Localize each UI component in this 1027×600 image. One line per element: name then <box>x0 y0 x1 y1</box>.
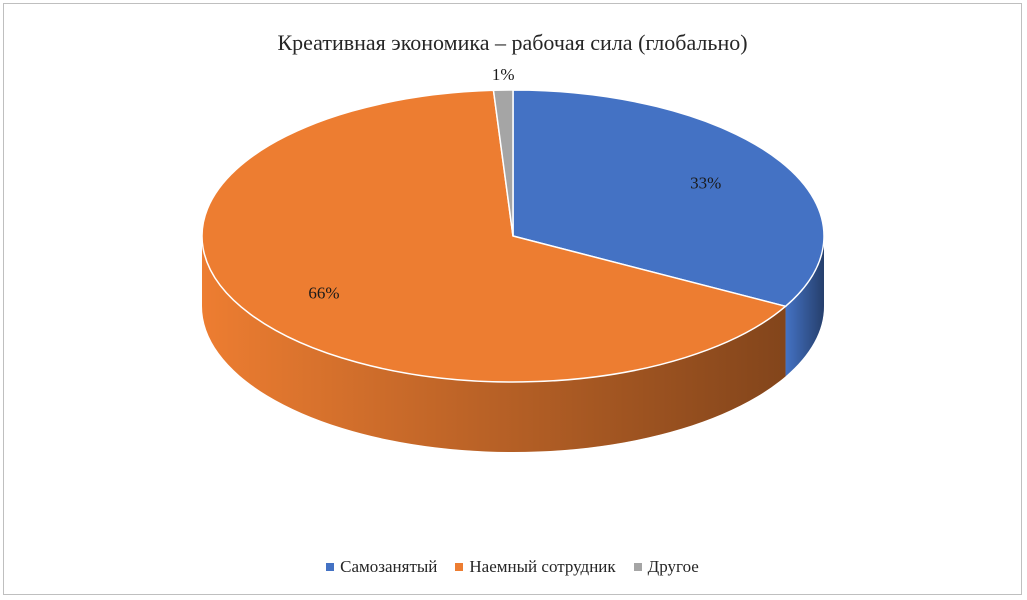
legend-item-наемный-сотрудник: Наемный сотрудник <box>455 557 616 577</box>
pie-tops <box>201 89 825 383</box>
data-label-другое: 1% <box>492 65 515 84</box>
pie-slice-самозанятый <box>512 89 825 308</box>
pie-labels: 33% 66% 1% <box>308 65 721 302</box>
pie-slice-другое <box>492 89 514 237</box>
chart-title: Креативная экономика – рабочая сила (гло… <box>277 30 748 55</box>
pie-chart: 33% 66% 1% <box>201 65 825 452</box>
data-label-наемный-сотрудник: 66% <box>308 283 339 302</box>
legend-item-другое: Другое <box>633 557 699 577</box>
legend: Самозанятый Наемный сотрудник Другое <box>4 557 1021 577</box>
legend-label: Наемный сотрудник <box>469 557 616 576</box>
legend-swatch-icon <box>633 563 642 571</box>
legend-label: Другое <box>647 557 699 576</box>
legend-item-самозанятый: Самозанятый <box>326 557 437 577</box>
data-label-самозанятый: 33% <box>690 173 721 192</box>
legend-swatch-icon <box>326 563 335 571</box>
pie-side-shade <box>785 236 824 377</box>
legend-label: Самозанятый <box>340 557 438 576</box>
pie-sides <box>202 236 824 452</box>
chart-frame: Креативная экономика – рабочая сила (гло… <box>3 3 1022 595</box>
legend-swatch-icon <box>455 563 464 571</box>
pie-side-shade <box>202 236 786 452</box>
pie-slice-наемный-сотрудник <box>201 89 788 383</box>
